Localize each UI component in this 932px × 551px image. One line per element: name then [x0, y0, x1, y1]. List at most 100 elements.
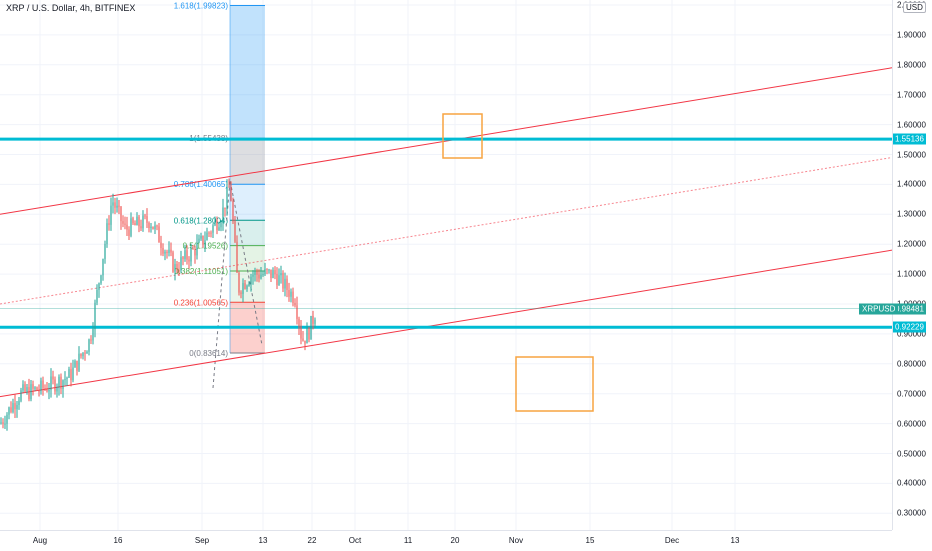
- time-tick-label: Oct: [348, 536, 362, 545]
- candle-body: [236, 241, 238, 273]
- candle-body: [14, 403, 16, 410]
- candle-body: [298, 318, 300, 327]
- candle-body: [84, 352, 86, 354]
- candle-body: [36, 387, 38, 391]
- price-axis[interactable]: 2.000001.900001.800001.700001.600001.500…: [892, 0, 932, 530]
- candle-body: [290, 291, 292, 297]
- fib-level-label: 0.786(1.40065): [174, 180, 229, 189]
- candle-body: [202, 235, 204, 245]
- candle-body: [110, 205, 112, 225]
- candle-body: [98, 283, 100, 290]
- target-box-lower: [515, 356, 594, 412]
- candle-body: [168, 249, 170, 253]
- candle-body: [242, 283, 244, 294]
- candle-body: [160, 242, 162, 249]
- candle-body: [178, 270, 180, 272]
- price-tick-label: 0.50000: [897, 449, 926, 458]
- channel-lower-line: [0, 249, 892, 398]
- currency-button[interactable]: USD: [903, 2, 926, 13]
- time-tick-label: Aug: [32, 536, 48, 545]
- candle-body: [188, 259, 190, 262]
- candle-body: [126, 224, 128, 230]
- price-tick-label: 1.60000: [897, 120, 926, 130]
- candle-body: [0, 422, 2, 424]
- candle-body: [314, 319, 316, 324]
- candle-body: [46, 388, 48, 392]
- chart-title[interactable]: XRP / U.S. Dollar, 4h, BITFINEX: [6, 3, 136, 13]
- candle-body: [16, 404, 18, 410]
- candle-body: [304, 340, 306, 344]
- candle-body: [190, 248, 192, 262]
- candle-body: [154, 225, 156, 230]
- candle-body: [146, 216, 148, 223]
- candle-body: [260, 274, 262, 279]
- time-tick-label: 11: [403, 536, 413, 545]
- channel-mid-line: [0, 156, 892, 305]
- last-price-badge: 0.98481: [893, 303, 926, 315]
- fib-zone: [230, 5, 265, 139]
- candle-body: [150, 226, 152, 229]
- candle-body: [250, 276, 252, 285]
- candle-body: [18, 400, 20, 405]
- fib-zone: [230, 184, 265, 221]
- candle-body: [12, 403, 14, 412]
- price-tick-label: 1.80000: [897, 60, 926, 70]
- candle-body: [200, 235, 202, 239]
- candle-body: [254, 271, 256, 275]
- candle-body: [266, 269, 268, 271]
- time-axis[interactable]: Aug 16 Sep 13 22 Oct 11 20 Nov 15 Dec 13: [0, 530, 892, 551]
- candle-body: [300, 326, 302, 339]
- candle-body: [60, 376, 62, 389]
- candle-body: [204, 240, 206, 245]
- candle-body: [286, 278, 288, 290]
- candle-body: [166, 251, 168, 253]
- fib-zone: [230, 220, 265, 246]
- candle-body: [158, 226, 160, 243]
- candle-body: [4, 423, 6, 425]
- candle-body: [306, 328, 308, 344]
- candle-body: [234, 221, 236, 242]
- candle-body: [216, 220, 218, 231]
- candle-body: [40, 380, 42, 391]
- candle-body: [256, 271, 258, 275]
- price-tick-label: 1.30000: [897, 209, 926, 219]
- time-tick-label: 13: [258, 536, 268, 545]
- candle-body: [112, 202, 114, 206]
- candle-body: [88, 339, 90, 352]
- price-tick-label: 0.60000: [897, 419, 926, 429]
- candle-body: [130, 218, 132, 236]
- candle-body: [172, 252, 174, 272]
- candle-body: [238, 272, 240, 293]
- candle-body: [284, 278, 286, 289]
- candle-body: [240, 292, 242, 294]
- time-tick-label: Nov: [508, 536, 524, 545]
- price-tick-label: 1.10000: [897, 269, 926, 279]
- candle-body: [226, 186, 228, 210]
- candle-body: [70, 369, 72, 381]
- candle-body: [2, 422, 4, 424]
- candle-body: [262, 274, 264, 276]
- candle-body: [122, 221, 124, 224]
- candle-body: [132, 218, 134, 224]
- price-tick-label: 0.80000: [897, 359, 926, 369]
- candle-body: [26, 387, 28, 392]
- chart-pane[interactable]: 1.618(1.99823)1(1.55438)0.786(1.40065)0.…: [0, 0, 892, 530]
- price-chart[interactable]: 1.618(1.99823)1(1.55438)0.786(1.40065)0.…: [0, 0, 892, 530]
- price-tick-label: 1.40000: [897, 179, 926, 189]
- candle-body: [104, 244, 106, 259]
- candle-body: [92, 328, 94, 341]
- candle-body: [78, 353, 80, 371]
- candle-body: [142, 215, 144, 229]
- candle-body: [258, 274, 260, 279]
- candle-body: [246, 285, 248, 289]
- time-tick-label: 13: [730, 536, 740, 545]
- candle-body: [232, 200, 234, 222]
- candle-body: [28, 387, 30, 400]
- candle-body: [176, 264, 178, 271]
- candle-body: [308, 328, 310, 340]
- candle-body: [196, 242, 198, 256]
- candle-body: [180, 257, 182, 271]
- fib-zone: [230, 138, 265, 185]
- candle-body: [48, 389, 50, 392]
- candle-body: [270, 269, 272, 278]
